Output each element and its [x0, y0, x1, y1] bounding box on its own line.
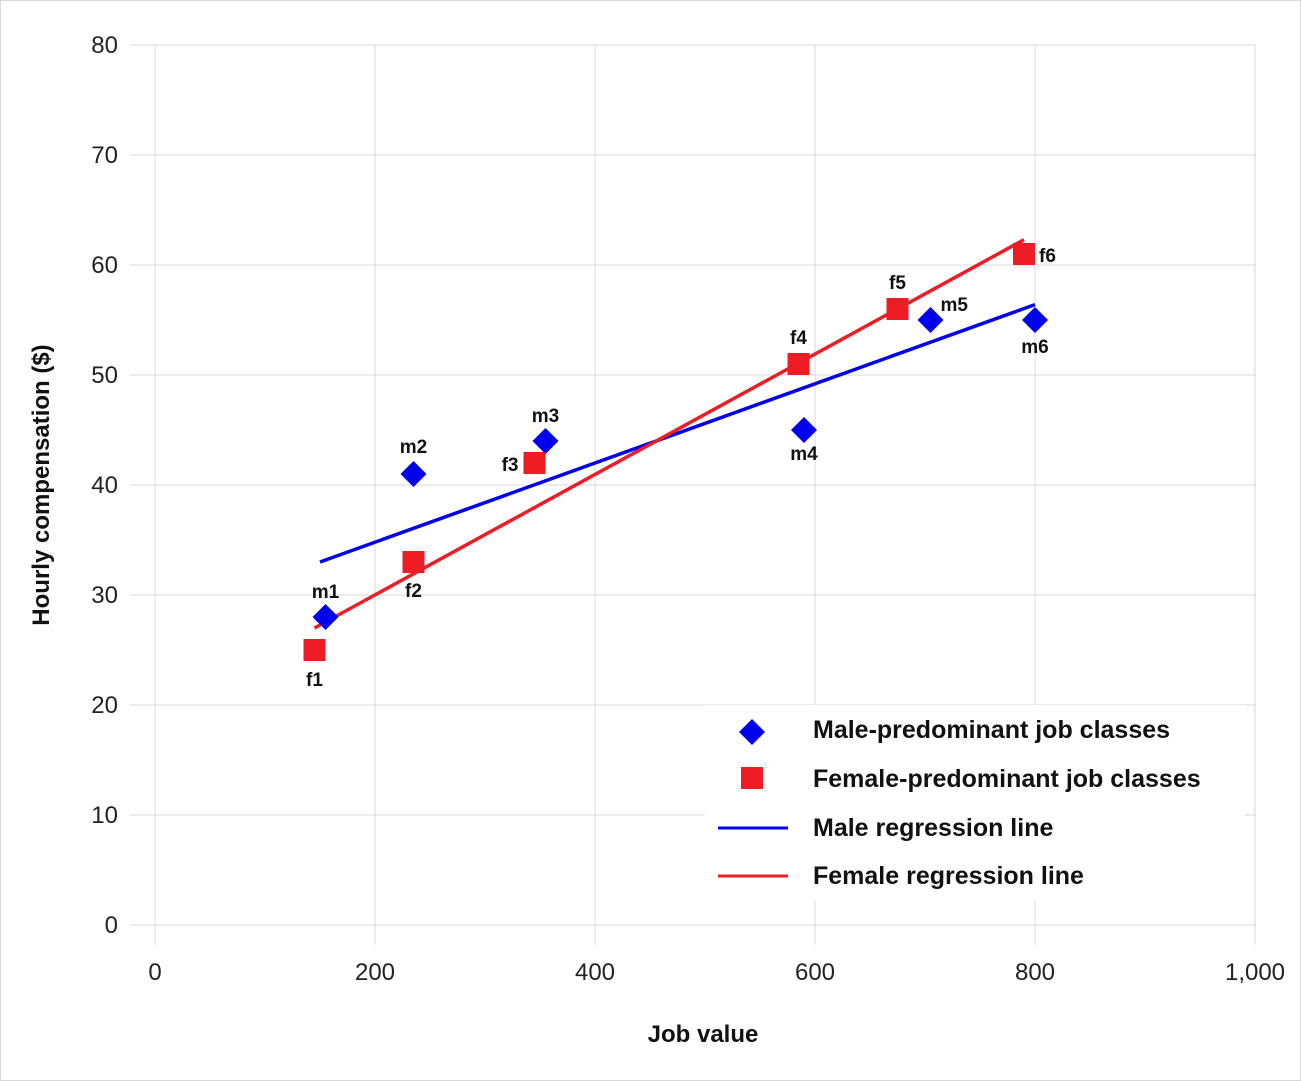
y-tick-label: 80 — [91, 32, 118, 59]
female-point-f6 — [1013, 243, 1035, 265]
x-tick-labels: 0 200 400 600 800 1,000 — [148, 959, 1285, 986]
y-tick-label: 10 — [91, 802, 118, 829]
point-label-m5: m5 — [941, 295, 969, 316]
legend-background — [705, 705, 1245, 900]
y-tick-label: 50 — [91, 362, 118, 389]
point-label-m3: m3 — [532, 406, 559, 427]
y-axis-title: Hourly compensation ($) — [28, 344, 55, 625]
legend-female-line-label: Female regression line — [813, 862, 1084, 890]
female-point-f4 — [787, 353, 810, 375]
x-tick-label: 400 — [575, 959, 615, 986]
point-label-f1: f1 — [306, 670, 323, 691]
point-label-f5: f5 — [889, 273, 906, 294]
x-axis-title: Job value — [648, 1021, 759, 1048]
x-tick-label: 600 — [795, 959, 835, 986]
x-tick-label: 800 — [1015, 959, 1055, 986]
y-tick-label: 70 — [91, 142, 118, 169]
female-point-f2 — [402, 551, 425, 573]
y-tick-label: 0 — [105, 912, 118, 939]
point-label-m6: m6 — [1021, 337, 1048, 358]
male-regression-line — [319, 302, 1036, 564]
legend-male-points-label: Male-predominant job classes — [813, 716, 1170, 744]
point-label-f6: f6 — [1039, 246, 1056, 267]
legend-male-marker-icon — [739, 719, 765, 745]
x-tick-label: 200 — [355, 959, 395, 986]
point-label-f3: f3 — [502, 455, 519, 476]
point-labels: m1 m2 m3 m4 m5 m6 f1 f2 f3 f4 f5 f6 — [306, 246, 1056, 691]
male-point-m4 — [791, 417, 817, 443]
female-point-f1 — [303, 639, 326, 661]
legend-female-marker-icon — [741, 767, 763, 789]
legend: Male-predominant job classes Female-pred… — [705, 705, 1245, 900]
data-points — [303, 243, 1048, 661]
y-tick-label: 30 — [91, 582, 118, 609]
male-point-m5 — [917, 307, 944, 333]
y-tick-label: 60 — [91, 252, 118, 279]
point-label-m4: m4 — [790, 444, 818, 465]
male-point-m6 — [1022, 307, 1048, 333]
legend-male-line-label: Male regression line — [813, 814, 1053, 842]
female-point-f5 — [886, 298, 909, 320]
point-label-m1: m1 — [312, 582, 340, 603]
legend-female-points-label: Female-predominant job classes — [813, 765, 1201, 793]
x-tick-label: 1,000 — [1225, 959, 1285, 986]
male-point-m3 — [532, 428, 559, 454]
point-label-f4: f4 — [790, 328, 807, 349]
point-label-f2: f2 — [405, 581, 422, 602]
male-point-m2 — [400, 461, 427, 487]
y-tick-labels: 0 10 20 30 40 50 60 70 80 — [91, 32, 118, 939]
y-tick-label: 40 — [91, 472, 118, 499]
point-label-m2: m2 — [400, 437, 427, 458]
female-point-f3 — [523, 452, 546, 474]
x-tick-label: 0 — [148, 959, 161, 986]
male-point-m1 — [312, 604, 339, 630]
y-tick-label: 20 — [91, 692, 118, 719]
